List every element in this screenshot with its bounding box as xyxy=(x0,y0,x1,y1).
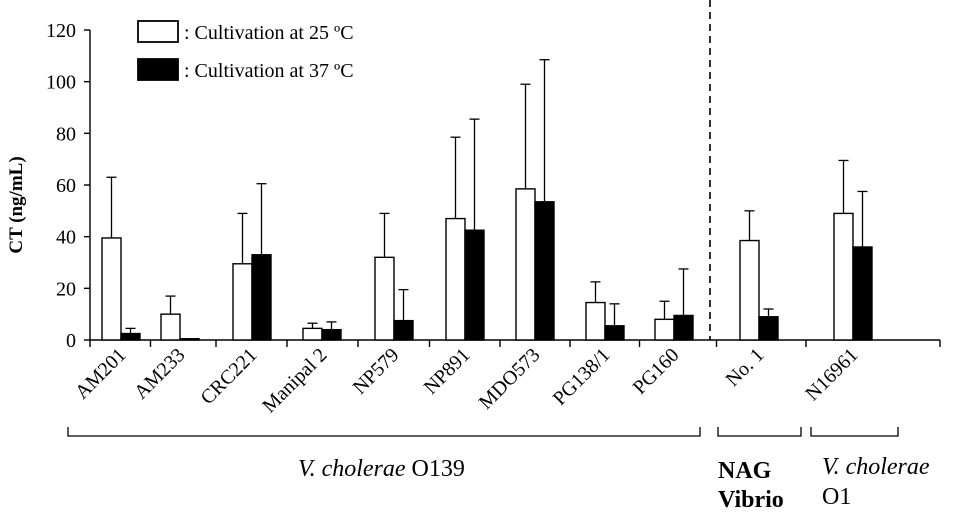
x-tick-label: Manipal 2 xyxy=(258,344,331,417)
legend-label-37c: : Cultivation at 37 ºC xyxy=(184,60,354,82)
bar-25c-pg160 xyxy=(654,318,675,341)
y-axis-label: CT (ng/mL) xyxy=(6,156,27,253)
bar-37c-pg160 xyxy=(673,314,694,341)
bar-37c-np579 xyxy=(393,319,414,341)
x-tick-label: CRC221 xyxy=(196,344,261,409)
group-label-nag-line2: Vibrio xyxy=(718,487,784,513)
bar-37c-manipal-2 xyxy=(321,328,342,341)
group-label-o1-line1: V. cholerae xyxy=(822,454,930,480)
bar-37c-am233 xyxy=(179,338,200,341)
chart-axes xyxy=(84,0,941,347)
bar-37c-pg138-1 xyxy=(604,325,625,341)
y-tick-label: 60 xyxy=(56,175,76,197)
bar-25c-n16961 xyxy=(833,212,854,341)
x-tick-label: NP579 xyxy=(349,344,404,399)
x-tick-label: AM233 xyxy=(130,344,190,404)
bar-37c-n16961 xyxy=(852,246,873,341)
bar-25c-am233 xyxy=(160,313,181,341)
x-tick-label: No. 1 xyxy=(722,344,769,391)
x-tick-label: PG160 xyxy=(629,344,684,399)
group-label-o1-line2: O1 xyxy=(822,484,851,510)
legend-swatch-25c xyxy=(137,20,179,43)
bar-37c-no-1 xyxy=(758,316,779,341)
x-tick-label: MDO573 xyxy=(475,344,545,414)
y-tick-label: 100 xyxy=(46,72,76,94)
x-tick-label: N16961 xyxy=(801,344,862,405)
bar-37c-crc221 xyxy=(251,254,272,341)
group-label-o139: V. cholerae O139 xyxy=(298,456,465,482)
y-tick-label: 40 xyxy=(56,227,76,249)
bar-37c-mdo573 xyxy=(534,201,555,341)
bar-25c-np579 xyxy=(374,256,395,341)
bar-37c-am201 xyxy=(120,332,141,341)
bar-25c-mdo573 xyxy=(515,188,536,341)
bar-25c-crc221 xyxy=(232,263,253,341)
bar-25c-manipal-2 xyxy=(302,327,323,341)
bar-25c-no-1 xyxy=(739,239,760,341)
y-tick-label: 20 xyxy=(56,278,76,300)
chart-legend: : Cultivation at 25 ºC : Cultivation at … xyxy=(137,20,354,82)
x-tick-label: PG138/1 xyxy=(549,344,615,410)
bracket-o1 xyxy=(810,427,899,437)
x-tick-label: AM201 xyxy=(71,344,131,404)
x-tick-label: NP891 xyxy=(420,344,475,399)
bar-25c-np891 xyxy=(445,217,466,341)
chart-bars xyxy=(101,59,873,341)
y-tick-label: 0 xyxy=(66,330,76,352)
y-tick-label: 80 xyxy=(56,123,76,145)
bar-37c-np891 xyxy=(464,229,485,341)
legend-label-25c: : Cultivation at 25 ºC xyxy=(184,22,354,44)
group-label-nag-line1: NAG xyxy=(718,458,772,484)
legend-swatch-37c xyxy=(137,58,179,81)
group-brackets: V. cholerae O139 NAG Vibrio V. cholerae … xyxy=(67,427,930,513)
bracket-o139 xyxy=(67,427,701,437)
bar-25c-am201 xyxy=(101,237,122,341)
bar-25c-pg138-1 xyxy=(585,301,606,341)
y-tick-label: 120 xyxy=(46,20,76,42)
bracket-nag xyxy=(717,427,802,437)
